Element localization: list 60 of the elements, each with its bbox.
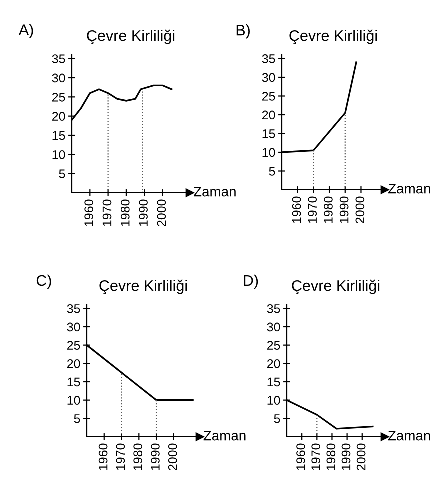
text: C) (36, 274, 52, 290)
x-axis-title: Zaman (388, 184, 430, 194)
x-tick-label: 1960 (84, 200, 94, 226)
y-tick-label: 10 (68, 396, 80, 405)
chart-title: Çevre Kirliliği (87, 30, 175, 44)
x-tick-label: 1970 (312, 444, 321, 470)
x-tick-label: 1970 (308, 196, 318, 224)
x-tick-label: 1990 (340, 196, 349, 224)
x-tick-label: 1990 (139, 200, 148, 226)
x-tick-label: 1990 (342, 444, 351, 470)
y-tick-label: 25 (267, 341, 280, 350)
y-tick-label: 15 (52, 131, 66, 140)
y-tick-label: 35 (262, 54, 276, 64)
y-tick-label: 30 (262, 73, 276, 82)
y-tick-label: 10 (52, 150, 66, 160)
x-tick-label: 2000 (168, 444, 178, 470)
y-tick-label: 25 (67, 341, 80, 350)
x-tick-label: 1970 (116, 444, 126, 470)
x-tick-label: 1960 (296, 444, 306, 470)
x-tick-label: 1960 (98, 444, 108, 470)
x-axis-title: Zaman (194, 187, 236, 197)
y-tick-label: 10 (268, 396, 280, 405)
x-tick-label: 1980 (134, 444, 143, 470)
y-tick-label: 30 (267, 322, 280, 332)
chart-title: Çevre Kirliliği (292, 280, 380, 294)
y-tick-label: 25 (262, 92, 276, 101)
y-tick-label: 35 (52, 54, 66, 64)
y-tick-label: 15 (268, 378, 280, 387)
y-tick-label: 20 (67, 359, 80, 368)
x-tick-label: 1980 (120, 200, 130, 226)
x-axis-title: Zaman (204, 431, 246, 441)
y-tick-label: 5 (59, 170, 66, 178)
x-tick-label: 2000 (356, 196, 365, 224)
x-tick-label: 1970 (102, 200, 112, 226)
y-tick-label: 15 (68, 378, 80, 387)
chart-title: Çevre Kirliliği (290, 30, 378, 44)
y-tick-label: 20 (267, 359, 280, 368)
x-axis-title: Zaman (388, 431, 430, 441)
text: D) (244, 274, 258, 290)
text: B) (236, 24, 250, 39)
x-tick-label: 2000 (157, 200, 166, 226)
x-tick-label: 1980 (326, 444, 336, 470)
x-tick-label: 2000 (356, 444, 366, 470)
y-tick-label: 20 (52, 112, 66, 121)
y-tick-label: 35 (267, 304, 280, 314)
y-tick-label: 30 (67, 322, 80, 332)
y-tick-label: 5 (269, 167, 276, 176)
y-tick-label: 20 (262, 110, 276, 120)
x-tick-label: 1960 (292, 196, 302, 224)
y-tick-label: 5 (274, 414, 280, 424)
x-tick-label: 1980 (324, 196, 333, 224)
text: A) (18, 24, 34, 38)
y-tick-label: 30 (52, 74, 66, 83)
x-tick-label: 1990 (151, 444, 160, 470)
chart-title: Çevre Kirliliği (100, 280, 188, 294)
y-tick-label: 5 (74, 414, 80, 424)
y-tick-label: 15 (262, 130, 276, 138)
y-tick-label: 35 (67, 304, 80, 314)
y-tick-label: 25 (52, 92, 66, 102)
y-tick-label: 10 (262, 148, 276, 158)
